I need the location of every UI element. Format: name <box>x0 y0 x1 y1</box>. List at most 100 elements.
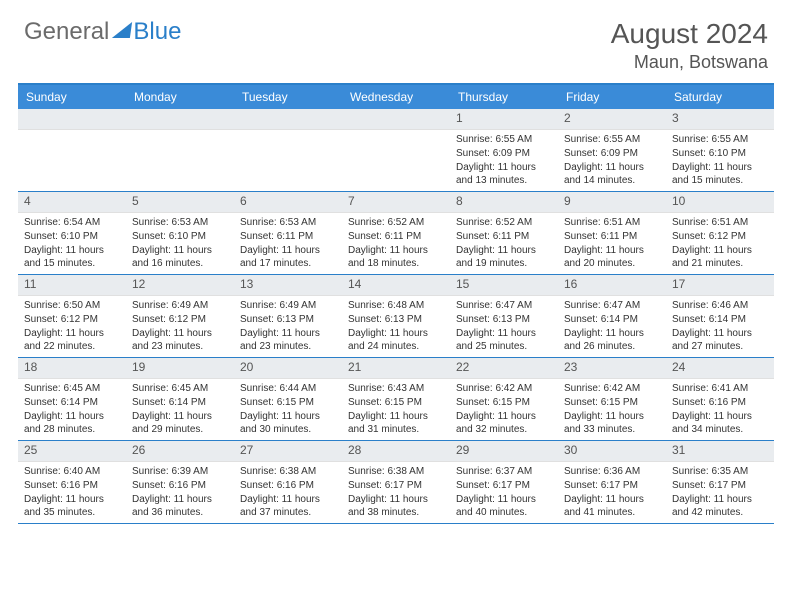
sunset-text: Sunset: 6:17 PM <box>564 479 660 492</box>
sunset-text: Sunset: 6:09 PM <box>564 147 660 160</box>
day-cell: 30Sunrise: 6:36 AMSunset: 6:17 PMDayligh… <box>558 441 666 523</box>
sunrise-text: Sunrise: 6:38 AM <box>240 465 336 478</box>
day-cell: 6Sunrise: 6:53 AMSunset: 6:11 PMDaylight… <box>234 192 342 274</box>
day-cell: 23Sunrise: 6:42 AMSunset: 6:15 PMDayligh… <box>558 358 666 440</box>
sunset-text: Sunset: 6:12 PM <box>132 313 228 326</box>
day-number: 5 <box>126 192 234 213</box>
sunset-text: Sunset: 6:11 PM <box>456 230 552 243</box>
sunrise-text: Sunrise: 6:42 AM <box>456 382 552 395</box>
day-cell: 24Sunrise: 6:41 AMSunset: 6:16 PMDayligh… <box>666 358 774 440</box>
sunset-text: Sunset: 6:15 PM <box>240 396 336 409</box>
day-cell: 18Sunrise: 6:45 AMSunset: 6:14 PMDayligh… <box>18 358 126 440</box>
daylight-text: Daylight: 11 hours and 34 minutes. <box>672 410 768 436</box>
day-number: 17 <box>666 275 774 296</box>
day-number: 28 <box>342 441 450 462</box>
daylight-text: Daylight: 11 hours and 37 minutes. <box>240 493 336 519</box>
day-body: Sunrise: 6:44 AMSunset: 6:15 PMDaylight:… <box>234 379 342 440</box>
day-number: 22 <box>450 358 558 379</box>
day-number: 13 <box>234 275 342 296</box>
daylight-text: Daylight: 11 hours and 18 minutes. <box>348 244 444 270</box>
weeks-container: 1Sunrise: 6:55 AMSunset: 6:09 PMDaylight… <box>18 109 774 524</box>
day-cell <box>234 109 342 191</box>
day-cell: 2Sunrise: 6:55 AMSunset: 6:09 PMDaylight… <box>558 109 666 191</box>
day-cell: 7Sunrise: 6:52 AMSunset: 6:11 PMDaylight… <box>342 192 450 274</box>
weekday-header: Sunday Monday Tuesday Wednesday Thursday… <box>18 85 774 109</box>
sunset-text: Sunset: 6:17 PM <box>348 479 444 492</box>
day-number <box>234 109 342 130</box>
sunset-text: Sunset: 6:12 PM <box>672 230 768 243</box>
daylight-text: Daylight: 11 hours and 29 minutes. <box>132 410 228 436</box>
day-body: Sunrise: 6:35 AMSunset: 6:17 PMDaylight:… <box>666 462 774 523</box>
day-body: Sunrise: 6:48 AMSunset: 6:13 PMDaylight:… <box>342 296 450 357</box>
daylight-text: Daylight: 11 hours and 15 minutes. <box>672 161 768 187</box>
sunset-text: Sunset: 6:16 PM <box>672 396 768 409</box>
day-cell: 22Sunrise: 6:42 AMSunset: 6:15 PMDayligh… <box>450 358 558 440</box>
logo-triangle-icon <box>112 22 132 38</box>
sunrise-text: Sunrise: 6:37 AM <box>456 465 552 478</box>
day-cell: 29Sunrise: 6:37 AMSunset: 6:17 PMDayligh… <box>450 441 558 523</box>
day-number: 21 <box>342 358 450 379</box>
day-number: 1 <box>450 109 558 130</box>
sunset-text: Sunset: 6:16 PM <box>240 479 336 492</box>
day-body: Sunrise: 6:52 AMSunset: 6:11 PMDaylight:… <box>450 213 558 274</box>
day-body: Sunrise: 6:55 AMSunset: 6:10 PMDaylight:… <box>666 130 774 191</box>
day-number: 11 <box>18 275 126 296</box>
sunrise-text: Sunrise: 6:49 AM <box>240 299 336 312</box>
sunset-text: Sunset: 6:14 PM <box>672 313 768 326</box>
page-header: General Blue August 2024 Maun, Botswana <box>0 0 792 83</box>
day-body: Sunrise: 6:37 AMSunset: 6:17 PMDaylight:… <box>450 462 558 523</box>
day-cell: 14Sunrise: 6:48 AMSunset: 6:13 PMDayligh… <box>342 275 450 357</box>
sunrise-text: Sunrise: 6:53 AM <box>132 216 228 229</box>
day-cell: 28Sunrise: 6:38 AMSunset: 6:17 PMDayligh… <box>342 441 450 523</box>
sunset-text: Sunset: 6:14 PM <box>24 396 120 409</box>
day-body: Sunrise: 6:45 AMSunset: 6:14 PMDaylight:… <box>18 379 126 440</box>
daylight-text: Daylight: 11 hours and 28 minutes. <box>24 410 120 436</box>
sunset-text: Sunset: 6:13 PM <box>456 313 552 326</box>
month-title: August 2024 <box>611 18 768 50</box>
day-body: Sunrise: 6:36 AMSunset: 6:17 PMDaylight:… <box>558 462 666 523</box>
daylight-text: Daylight: 11 hours and 38 minutes. <box>348 493 444 519</box>
day-cell: 20Sunrise: 6:44 AMSunset: 6:15 PMDayligh… <box>234 358 342 440</box>
daylight-text: Daylight: 11 hours and 36 minutes. <box>132 493 228 519</box>
day-cell: 16Sunrise: 6:47 AMSunset: 6:14 PMDayligh… <box>558 275 666 357</box>
day-cell: 19Sunrise: 6:45 AMSunset: 6:14 PMDayligh… <box>126 358 234 440</box>
daylight-text: Daylight: 11 hours and 32 minutes. <box>456 410 552 436</box>
daylight-text: Daylight: 11 hours and 42 minutes. <box>672 493 768 519</box>
sunset-text: Sunset: 6:10 PM <box>24 230 120 243</box>
day-number: 2 <box>558 109 666 130</box>
daylight-text: Daylight: 11 hours and 23 minutes. <box>240 327 336 353</box>
sunrise-text: Sunrise: 6:42 AM <box>564 382 660 395</box>
day-cell <box>126 109 234 191</box>
day-number: 20 <box>234 358 342 379</box>
sunset-text: Sunset: 6:12 PM <box>24 313 120 326</box>
day-cell: 10Sunrise: 6:51 AMSunset: 6:12 PMDayligh… <box>666 192 774 274</box>
daylight-text: Daylight: 11 hours and 30 minutes. <box>240 410 336 436</box>
daylight-text: Daylight: 11 hours and 22 minutes. <box>24 327 120 353</box>
day-cell: 26Sunrise: 6:39 AMSunset: 6:16 PMDayligh… <box>126 441 234 523</box>
weekday-thursday: Thursday <box>450 85 558 109</box>
day-number: 30 <box>558 441 666 462</box>
day-body: Sunrise: 6:45 AMSunset: 6:14 PMDaylight:… <box>126 379 234 440</box>
sunrise-text: Sunrise: 6:41 AM <box>672 382 768 395</box>
day-number: 19 <box>126 358 234 379</box>
weekday-monday: Monday <box>126 85 234 109</box>
day-body: Sunrise: 6:52 AMSunset: 6:11 PMDaylight:… <box>342 213 450 274</box>
sunrise-text: Sunrise: 6:40 AM <box>24 465 120 478</box>
sunrise-text: Sunrise: 6:45 AM <box>24 382 120 395</box>
weekday-tuesday: Tuesday <box>234 85 342 109</box>
daylight-text: Daylight: 11 hours and 33 minutes. <box>564 410 660 436</box>
daylight-text: Daylight: 11 hours and 27 minutes. <box>672 327 768 353</box>
sunset-text: Sunset: 6:10 PM <box>672 147 768 160</box>
day-cell <box>342 109 450 191</box>
day-number: 14 <box>342 275 450 296</box>
day-body: Sunrise: 6:49 AMSunset: 6:13 PMDaylight:… <box>234 296 342 357</box>
weekday-wednesday: Wednesday <box>342 85 450 109</box>
week-row: 11Sunrise: 6:50 AMSunset: 6:12 PMDayligh… <box>18 275 774 358</box>
daylight-text: Daylight: 11 hours and 14 minutes. <box>564 161 660 187</box>
sunrise-text: Sunrise: 6:47 AM <box>456 299 552 312</box>
sunset-text: Sunset: 6:15 PM <box>564 396 660 409</box>
day-number: 3 <box>666 109 774 130</box>
daylight-text: Daylight: 11 hours and 16 minutes. <box>132 244 228 270</box>
location-label: Maun, Botswana <box>611 52 768 73</box>
day-cell: 4Sunrise: 6:54 AMSunset: 6:10 PMDaylight… <box>18 192 126 274</box>
